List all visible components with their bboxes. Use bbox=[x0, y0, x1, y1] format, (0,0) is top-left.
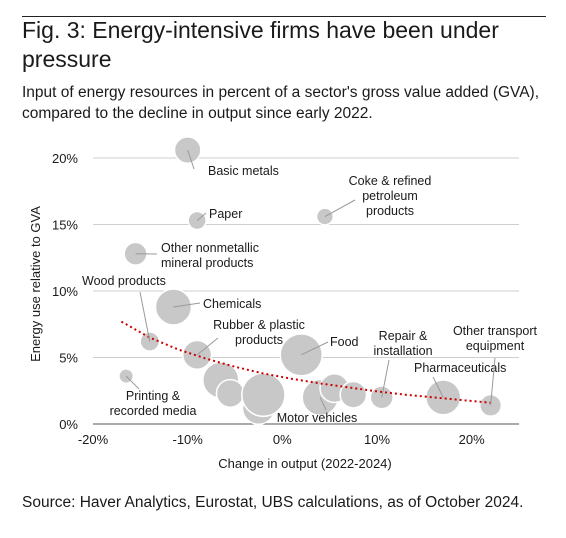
x-tick-label: -20% bbox=[78, 432, 109, 447]
bubble-label: Food bbox=[330, 335, 359, 349]
leader-line bbox=[173, 302, 201, 308]
bubble-label: Chemicals bbox=[203, 297, 261, 311]
bubble-label: Motor vehicles bbox=[277, 411, 358, 425]
y-axis-label: Energy use relative to GVA bbox=[28, 206, 43, 362]
leader-line bbox=[139, 291, 151, 342]
leader-line bbox=[196, 337, 219, 356]
x-tick-label: -10% bbox=[172, 432, 203, 447]
bubble-label: Basic metals bbox=[208, 164, 279, 178]
leader-line bbox=[187, 149, 195, 170]
bubble bbox=[215, 378, 245, 408]
leader-line bbox=[301, 341, 329, 356]
bubble-label: Repair & installation bbox=[373, 329, 432, 358]
trendline-path bbox=[120, 320, 491, 404]
leader-line bbox=[381, 359, 390, 398]
bubble-labels: Basic metals Coke & refined petroleum produ… bbox=[82, 149, 538, 425]
bubble-label: Printing & recorded media bbox=[110, 389, 197, 418]
y-tick-label: 0% bbox=[59, 417, 78, 432]
figure-subtitle: Input of energy resources in percent of … bbox=[22, 84, 540, 122]
x-tick-label: 20% bbox=[459, 432, 485, 447]
y-tick-label: 15% bbox=[52, 218, 78, 233]
leader-line bbox=[125, 375, 140, 390]
trendline bbox=[120, 320, 491, 404]
figure-title: Fig. 3: Energy-intensive firms have been… bbox=[22, 17, 499, 72]
x-tick-label: 10% bbox=[364, 432, 390, 447]
bubble-label: Other transport equipment bbox=[453, 324, 538, 353]
bubbles bbox=[118, 136, 503, 425]
leader-line bbox=[319, 397, 327, 411]
axes: 0% 5% 10% 15% 20% -20% -10% 0% 10% 20% bbox=[52, 151, 519, 447]
bubble bbox=[241, 372, 286, 418]
leader-line bbox=[432, 376, 444, 398]
title-rule bbox=[22, 16, 546, 17]
bubble-label: Coke & refined petroleum products bbox=[349, 174, 432, 218]
x-tick-label: 0% bbox=[273, 432, 292, 447]
bubble bbox=[339, 380, 368, 409]
leader-line bbox=[324, 199, 356, 217]
bubble-label: Wood products bbox=[82, 274, 166, 288]
source-note: Source: Haver Analytics, Eurostat, UBS c… bbox=[22, 494, 524, 511]
bubble-label: Rubber & plastic products bbox=[213, 318, 305, 347]
y-tick-label: 20% bbox=[52, 151, 78, 166]
bubble-label: Pharmaceuticals bbox=[414, 361, 506, 375]
leader-line bbox=[490, 357, 496, 406]
bubble-label: Paper bbox=[209, 207, 242, 221]
x-axis-label: Change in output (2022-2024) bbox=[218, 456, 391, 471]
bubble-label: Other nonmetallic mineral products bbox=[161, 241, 259, 270]
y-tick-label: 5% bbox=[59, 351, 78, 366]
y-tick-label: 10% bbox=[52, 284, 78, 299]
bubble bbox=[315, 207, 335, 226]
leader-line bbox=[196, 212, 207, 221]
